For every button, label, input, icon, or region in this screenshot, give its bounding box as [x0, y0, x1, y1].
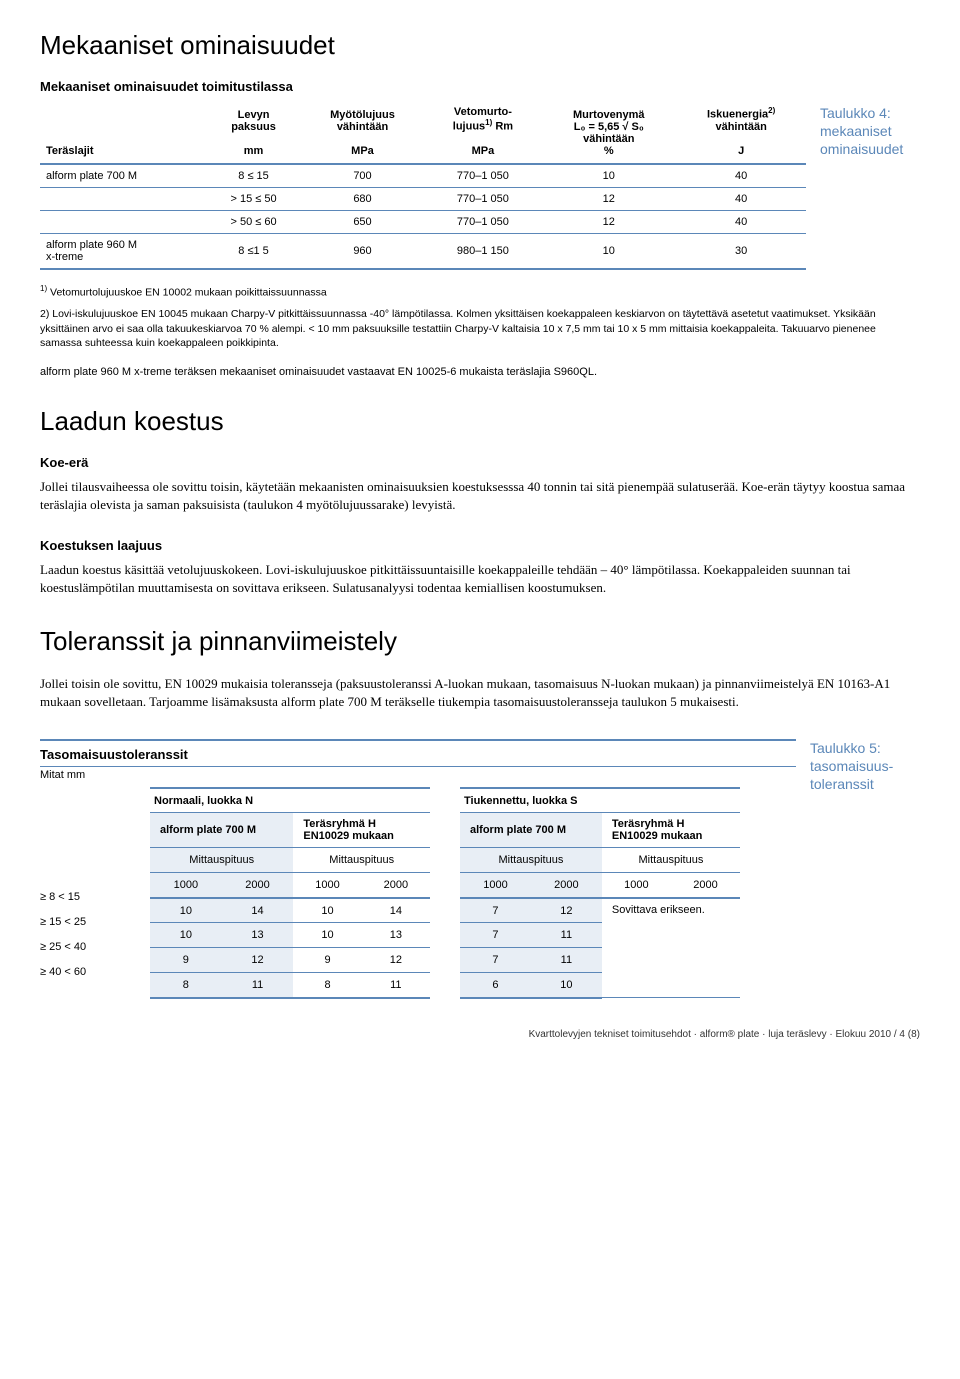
heading-mechanical: Mekaaniset ominaisuudet [40, 30, 920, 61]
heading-tolerances: Toleranssit ja pinnanviimeistely [40, 626, 920, 657]
table-row: 712Sovittava erikseen. [460, 898, 740, 923]
units-label: Mitat mm [40, 769, 796, 781]
subheading-delivery: Mekaaniset ominaisuudet toimitustilassa [40, 79, 920, 94]
note-960: alform plate 960 M x-treme teräksen meka… [40, 366, 920, 378]
table4-wrap: Teräslajit Levyn paksuus mm Myötölujuus … [40, 102, 920, 270]
table5-tight: Tiukennettu, luokka S alform plate 700 M… [460, 787, 740, 999]
p-scope: Laadun koestus käsittää vetolujuuskokeen… [40, 561, 920, 597]
heading-quality: Laadun koestus [40, 406, 920, 437]
t1-h-grade: Teräslajit [40, 102, 207, 164]
table5-caption: Taulukko 5: tasomaisuus- toleranssit [810, 739, 920, 794]
p-tol: Jollei toisin ole sovittu, EN 10029 muka… [40, 675, 920, 711]
subheading-batch: Koe-erä [40, 455, 920, 470]
subheading-flatness: Tasomaisuustoleranssit [40, 747, 796, 762]
t1-h-elong: Murtovenymä L₀ = 5,65 √ S₀ vähintään % [541, 102, 676, 164]
table-row: > 50 ≤ 60 650 770–1 050 12 40 [40, 210, 806, 233]
table-row: 912912 [150, 948, 430, 973]
table-row: > 15 ≤ 50 680 770–1 050 12 40 [40, 187, 806, 210]
subheading-scope: Koestuksen laajuus [40, 538, 920, 553]
table5-normal: Normaali, luokka N alform plate 700 M Te… [150, 787, 430, 999]
table-row: alform plate 700 M 8 ≤ 15 700 770–1 050 … [40, 164, 806, 188]
p-batch: Jollei tilausvaiheessa ole sovittu toisi… [40, 478, 920, 514]
table4-caption: Taulukko 4: mekaaniset ominaisuudet [820, 102, 920, 159]
t1-h-tensile: Vetomurto- lujuus1) Rm MPa [425, 102, 542, 164]
page-footer: Kvarttolevyjen tekniset toimitusehdot · … [40, 1029, 920, 1040]
table-row: 10141014 [150, 898, 430, 923]
table4-mechanical: Teräslajit Levyn paksuus mm Myötölujuus … [40, 102, 806, 270]
t1-h-yield: Myötölujuus vähintään MPa [300, 102, 424, 164]
t1-h-thickness: Levyn paksuus mm [207, 102, 301, 164]
footnotes: 1) Vetomurtolujuuskoe EN 10002 mukaan po… [40, 284, 920, 350]
table-row: alform plate 960 Mx-treme 8 ≤1 5 960 980… [40, 233, 806, 269]
table-row: 10131013 [150, 923, 430, 948]
row-labels: ≥ 8 < 15 ≥ 15 < 25 ≥ 25 < 40 ≥ 40 < 60 [40, 787, 120, 985]
table-row: 811811 [150, 973, 430, 998]
t1-h-impact: Iskuenergia2) vähintään J [676, 102, 806, 164]
table5-wrap: Tasomaisuustoleranssit Mitat mm ≥ 8 < 15… [40, 739, 920, 999]
